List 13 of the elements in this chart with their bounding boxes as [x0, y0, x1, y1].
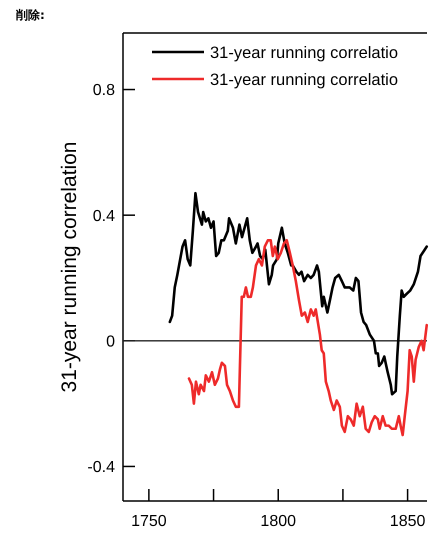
y-axis-title: 31-year running correlation	[58, 142, 81, 392]
x-tick-label: 1850	[390, 513, 426, 530]
text: 削除:	[15, 8, 45, 22]
line-series	[188, 239, 428, 436]
y-tick-label: 0	[106, 333, 116, 350]
legend-label: 31-year running correlatio	[210, 44, 398, 62]
x-tick-label: 1750	[131, 513, 167, 530]
y-tick-label: -0.4	[87, 459, 116, 476]
y-tick-label: 0.8	[92, 82, 116, 100]
legend-label: 31-year running correlatio	[210, 70, 398, 89]
y-tick-label: 0.4	[92, 208, 116, 225]
x-tick-label: 1800	[260, 513, 296, 530]
line-series	[168, 192, 428, 396]
